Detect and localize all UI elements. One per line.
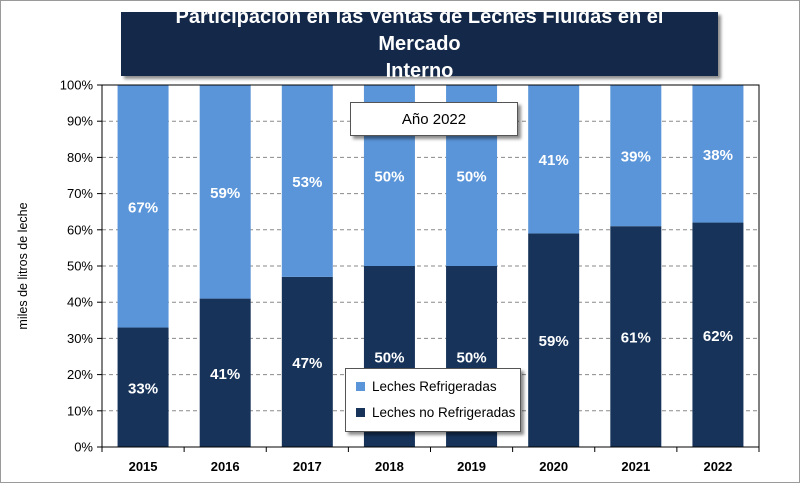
x-tick-label: 2021 bbox=[621, 459, 650, 474]
x-tick-label: 2022 bbox=[703, 459, 732, 474]
data-label: 53% bbox=[292, 174, 322, 191]
x-tick-label: 2016 bbox=[211, 459, 240, 474]
x-tick-label: 2019 bbox=[457, 459, 486, 474]
bar-refrigeradas bbox=[117, 85, 169, 328]
y-tick-label: 70% bbox=[67, 186, 93, 201]
data-label: 39% bbox=[621, 149, 651, 166]
bar-no-refrigeradas bbox=[610, 226, 662, 447]
y-tick-label: 100% bbox=[60, 78, 94, 93]
data-label: 61% bbox=[621, 330, 651, 347]
legend-item-no-refrigeradas: Leches no Refrigeradas bbox=[356, 405, 515, 420]
data-label: 67% bbox=[128, 199, 158, 216]
chart-legend: Leches Refrigeradas Leches no Refrigerad… bbox=[345, 368, 521, 432]
bar-refrigeradas bbox=[692, 85, 744, 223]
x-tick-label: 2017 bbox=[293, 459, 322, 474]
data-label: 41% bbox=[539, 152, 569, 169]
y-tick-label: 0% bbox=[74, 440, 93, 455]
y-tick-label: 20% bbox=[67, 367, 93, 382]
y-tick-label: 80% bbox=[67, 150, 93, 165]
plot-border bbox=[101, 84, 760, 448]
data-label: 38% bbox=[703, 147, 733, 164]
legend-label-no-refrigeradas: Leches no Refrigeradas bbox=[372, 405, 516, 420]
data-label: 50% bbox=[457, 350, 487, 367]
data-label: 62% bbox=[703, 328, 733, 345]
bar-refrigeradas bbox=[610, 85, 662, 227]
bar-no-refrigeradas bbox=[281, 276, 333, 447]
bar-no-refrigeradas bbox=[117, 327, 169, 447]
data-label: 47% bbox=[292, 355, 322, 372]
y-tick-label: 40% bbox=[67, 295, 93, 310]
data-label: 59% bbox=[210, 185, 240, 202]
y-axis-title: miles de litros de leche bbox=[16, 202, 30, 329]
legend-label-refrigeradas: Leches Refrigeradas bbox=[372, 379, 497, 394]
legend-swatch-no-refrigeradas bbox=[356, 408, 365, 417]
x-tick-label: 2020 bbox=[539, 459, 568, 474]
chart-title: Participación en las Ventas de Leches Fl… bbox=[175, 5, 664, 82]
data-label: 50% bbox=[457, 169, 487, 186]
data-label: 50% bbox=[374, 169, 404, 186]
data-label: 41% bbox=[210, 366, 240, 383]
data-label: 59% bbox=[539, 333, 569, 350]
data-label: 50% bbox=[374, 350, 404, 367]
legend-item-refrigeradas: Leches Refrigeradas bbox=[356, 379, 497, 394]
year-annotation: Año 2022 bbox=[350, 102, 518, 136]
bar-refrigeradas bbox=[528, 85, 580, 234]
bar-no-refrigeradas bbox=[199, 298, 251, 447]
bar-no-refrigeradas bbox=[528, 233, 580, 447]
y-tick-label: 60% bbox=[67, 222, 93, 237]
chart-title-box: Participación en las Ventas de Leches Fl… bbox=[121, 6, 718, 82]
bar-no-refrigeradas bbox=[692, 222, 744, 447]
y-tick-label: 30% bbox=[67, 331, 93, 346]
bar-refrigeradas bbox=[199, 85, 251, 299]
x-tick-label: 2015 bbox=[129, 459, 158, 474]
data-label: 33% bbox=[128, 380, 158, 397]
y-tick-label: 50% bbox=[67, 259, 93, 274]
bar-refrigeradas bbox=[281, 85, 333, 277]
y-tick-label: 90% bbox=[67, 114, 93, 129]
legend-swatch-refrigeradas bbox=[356, 382, 365, 391]
x-tick-label: 2018 bbox=[375, 459, 404, 474]
y-tick-label: 10% bbox=[67, 403, 93, 418]
